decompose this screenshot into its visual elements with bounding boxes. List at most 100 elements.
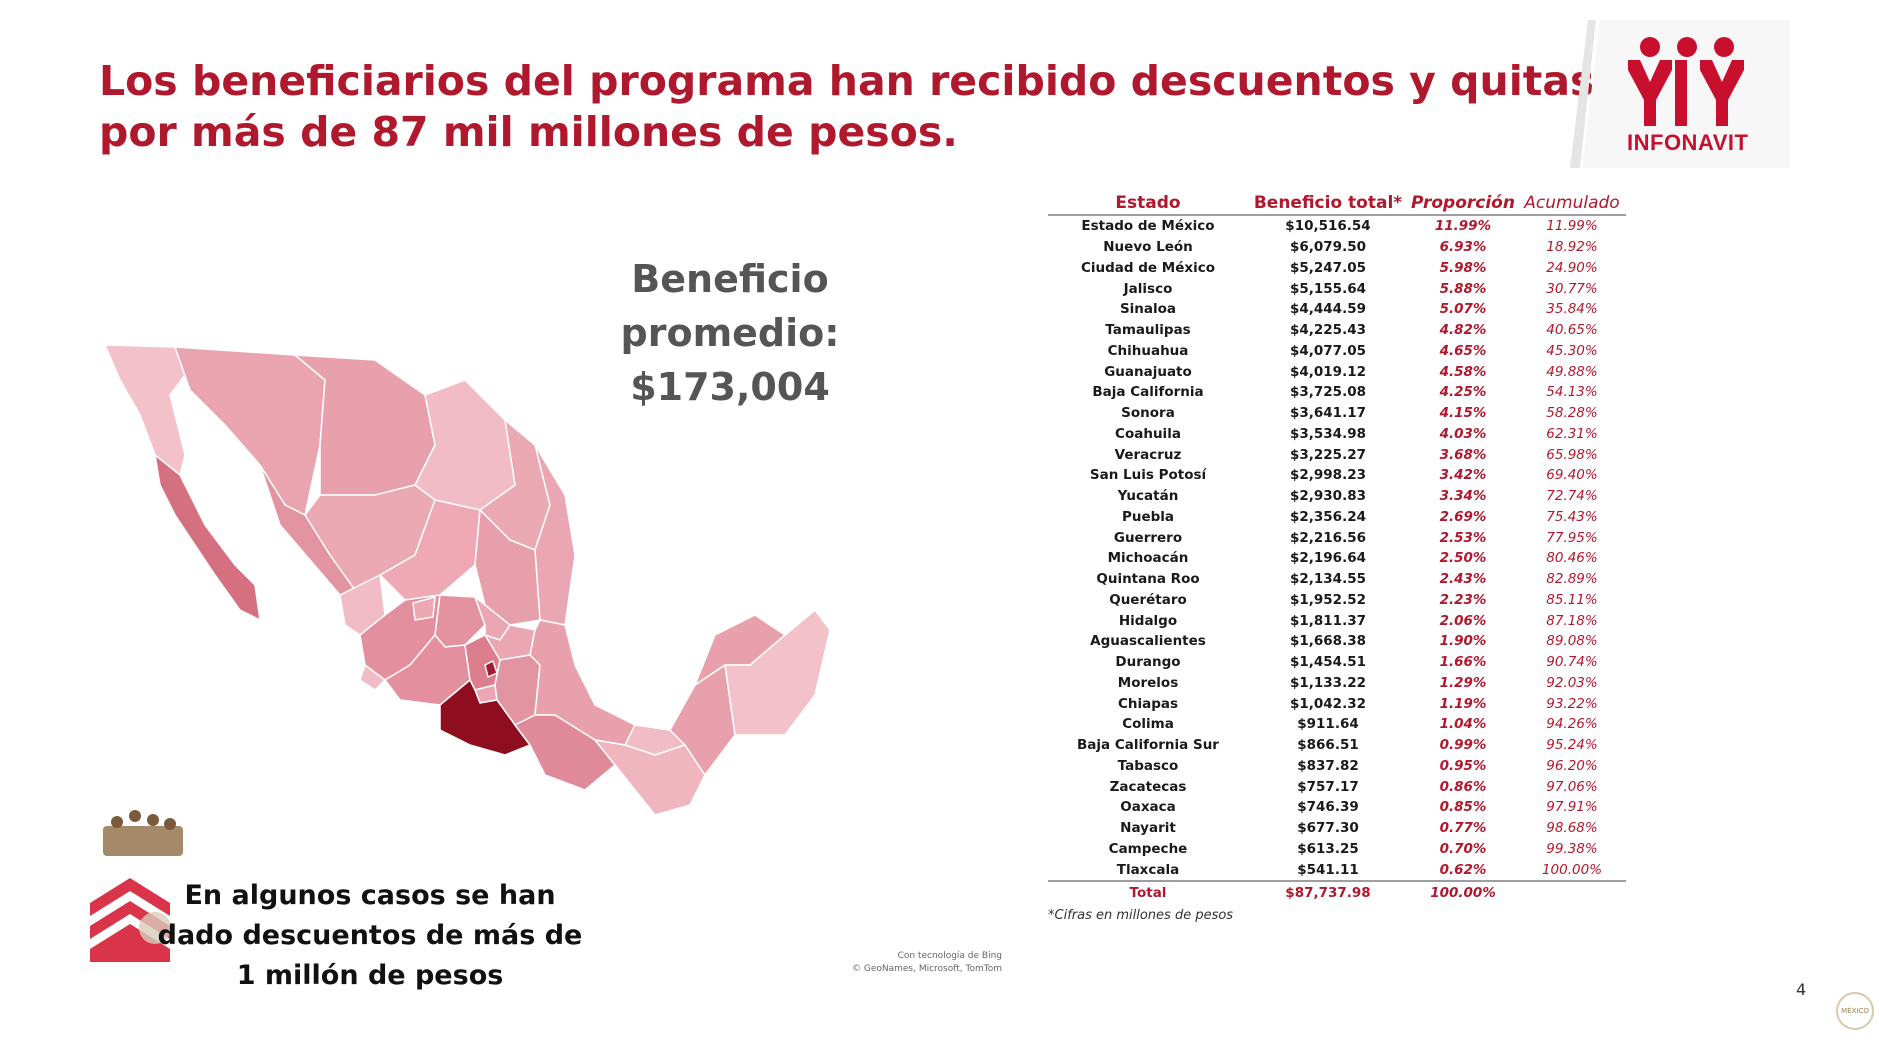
cell-beneficio: $4,444.59	[1289, 301, 1366, 318]
cell-proporcion: 4.25%	[1439, 384, 1487, 401]
header-beneficio-total: Beneficio total*	[1248, 192, 1408, 216]
table-row: Baja California Sur $866.51 0.99% 95.24%	[1048, 735, 1626, 756]
cell-acumulado: 90.74%	[1546, 654, 1598, 671]
cell-beneficio: $4,077.05	[1289, 342, 1366, 359]
cell-beneficio: $2,356.24	[1289, 508, 1366, 525]
cell-estado: Sonora	[1121, 405, 1175, 422]
cell-beneficio: $1,133.22	[1289, 674, 1366, 691]
cell-proporcion: 2.69%	[1439, 508, 1487, 525]
bottom-note-line2: dado descuentos de más de	[157, 920, 583, 951]
cell-proporcion: 6.93%	[1439, 239, 1487, 256]
cell-proporcion: 1.04%	[1439, 716, 1487, 733]
total-value: $87,737.98	[1248, 880, 1408, 904]
cell-beneficio: $677.30	[1297, 820, 1359, 837]
bottom-note: En algunos casos se han dado descuentos …	[150, 876, 590, 996]
cell-proporcion: 5.98%	[1439, 259, 1487, 276]
infonavit-logo-text: INFONAVIT	[1627, 130, 1749, 155]
cell-estado: Nayarit	[1120, 820, 1176, 837]
cell-proporcion: 11.99%	[1434, 218, 1492, 235]
cell-beneficio: $1,668.38	[1289, 633, 1366, 650]
cell-proporcion: 0.86%	[1439, 778, 1487, 795]
table-row: Guerrero $2,216.56 2.53% 77.95%	[1048, 527, 1626, 548]
table-row: Oaxaca $746.39 0.85% 97.91%	[1048, 797, 1626, 818]
table-row: Chiapas $1,042.32 1.19% 93.22%	[1048, 693, 1626, 714]
cell-beneficio: $541.11	[1297, 861, 1359, 878]
cell-beneficio: $2,998.23	[1289, 467, 1366, 484]
cell-acumulado: 49.88%	[1546, 363, 1598, 380]
crest-decoration-icon	[90, 810, 183, 962]
cell-proporcion: 3.34%	[1439, 488, 1487, 505]
cell-acumulado: 96.20%	[1546, 757, 1598, 774]
cell-proporcion: 1.66%	[1439, 654, 1487, 671]
cell-beneficio: $2,134.55	[1289, 571, 1366, 588]
cell-proporcion: 0.99%	[1439, 737, 1487, 754]
cell-estado: Oaxaca	[1120, 799, 1176, 816]
cell-proporcion: 2.53%	[1439, 529, 1487, 546]
cell-proporcion: 2.23%	[1439, 591, 1487, 608]
cell-acumulado: 99.38%	[1546, 840, 1598, 857]
cell-beneficio: $3,641.17	[1289, 405, 1366, 422]
table-row: Puebla $2,356.24 2.69% 75.43%	[1048, 507, 1626, 528]
cell-acumulado: 75.43%	[1546, 508, 1598, 525]
table-row: San Luis Potosí $2,998.23 3.42% 69.40%	[1048, 465, 1626, 486]
map-state-baja-california	[104, 344, 186, 476]
table-header-row: Estado Beneficio total* Proporción Acumu…	[1048, 192, 1626, 216]
table-row: Tlaxcala $541.11 0.62% 100.00%	[1048, 859, 1626, 881]
cell-beneficio: $837.82	[1297, 757, 1359, 774]
cell-acumulado: 98.68%	[1546, 820, 1598, 837]
cell-beneficio: $3,534.98	[1289, 425, 1366, 442]
cell-proporcion: 0.70%	[1439, 840, 1487, 857]
cell-acumulado: 40.65%	[1546, 322, 1598, 339]
cell-beneficio: $746.39	[1297, 799, 1359, 816]
cell-beneficio: $5,155.64	[1289, 280, 1366, 297]
table-row: Colima $911.64 1.04% 94.26%	[1048, 714, 1626, 735]
cell-acumulado: 30.77%	[1546, 280, 1598, 297]
cell-acumulado: 18.92%	[1546, 239, 1598, 256]
cell-estado: Aguascalientes	[1090, 633, 1206, 650]
table-row: Aguascalientes $1,668.38 1.90% 89.08%	[1048, 631, 1626, 652]
cell-estado: Coahuila	[1115, 425, 1181, 442]
table-row: Nuevo León $6,079.50 6.93% 18.92%	[1048, 237, 1626, 258]
cell-estado: Campeche	[1108, 840, 1188, 857]
cell-beneficio: $4,019.12	[1289, 363, 1366, 380]
cell-acumulado: 35.84%	[1546, 301, 1598, 318]
cell-estado: Veracruz	[1114, 446, 1182, 463]
page-number: 4	[1796, 980, 1807, 999]
gobierno-seal-icon: MÉXICO	[1836, 992, 1874, 1030]
cell-acumulado: 82.89%	[1546, 571, 1598, 588]
cell-beneficio: $911.64	[1297, 716, 1359, 733]
table-row: Quintana Roo $2,134.55 2.43% 82.89%	[1048, 569, 1626, 590]
cell-proporcion: 4.15%	[1439, 405, 1487, 422]
cell-acumulado: 95.24%	[1546, 737, 1598, 754]
cell-estado: Morelos	[1117, 674, 1179, 691]
cell-acumulado: 77.95%	[1546, 529, 1598, 546]
map-credit-line1: Con tecnología de Bing	[897, 951, 1002, 961]
table-row: Sinaloa $4,444.59 5.07% 35.84%	[1048, 299, 1626, 320]
cell-acumulado: 54.13%	[1546, 384, 1598, 401]
cell-acumulado: 65.98%	[1546, 446, 1598, 463]
cell-estado: Zacatecas	[1109, 778, 1187, 795]
cell-proporcion: 2.06%	[1439, 612, 1487, 629]
cell-acumulado: 93.22%	[1546, 695, 1598, 712]
table-row: Sonora $3,641.17 4.15% 58.28%	[1048, 403, 1626, 424]
map-state-colima	[359, 664, 386, 691]
cell-proporcion: 4.58%	[1439, 363, 1487, 380]
cell-acumulado: 97.06%	[1546, 778, 1598, 795]
cell-estado: Hidalgo	[1118, 612, 1178, 629]
cell-proporcion: 1.19%	[1439, 695, 1487, 712]
cell-beneficio: $1,042.32	[1289, 695, 1366, 712]
cell-beneficio: $10,516.54	[1285, 218, 1371, 235]
cell-beneficio: $3,225.27	[1289, 446, 1366, 463]
header-acumulado: Acumulado	[1518, 192, 1626, 216]
map-state-sonora	[174, 346, 326, 516]
cell-acumulado: 87.18%	[1546, 612, 1598, 629]
cell-estado: Tabasco	[1117, 757, 1179, 774]
cell-beneficio: $613.25	[1297, 840, 1359, 857]
table-row: Michoacán $2,196.64 2.50% 80.46%	[1048, 548, 1626, 569]
table-row: Yucatán $2,930.83 3.34% 72.74%	[1048, 486, 1626, 507]
cell-acumulado: 100.00%	[1541, 861, 1603, 878]
cell-beneficio: $757.17	[1297, 778, 1359, 795]
table-row: Zacatecas $757.17 0.86% 97.06%	[1048, 776, 1626, 797]
cell-beneficio: $2,930.83	[1289, 488, 1366, 505]
